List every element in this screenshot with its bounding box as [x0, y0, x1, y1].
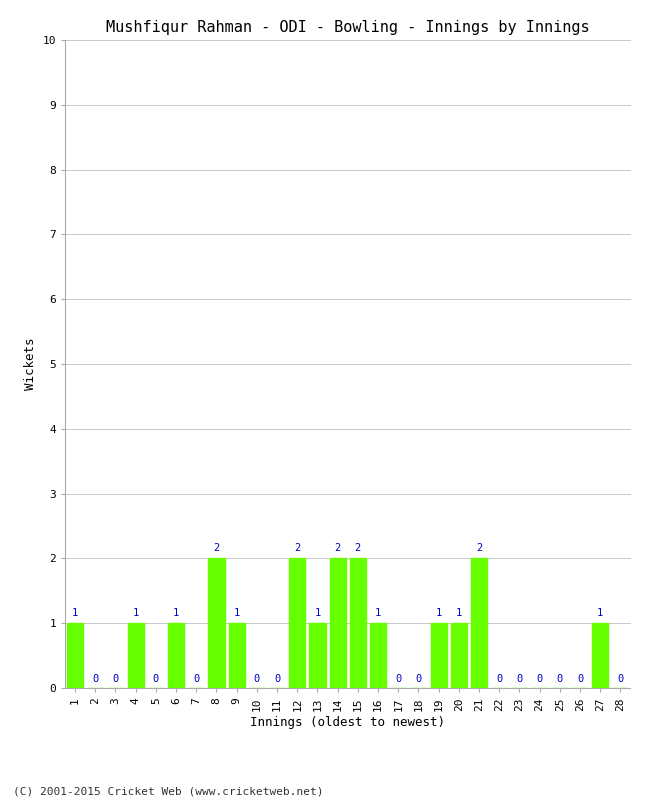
Bar: [229, 623, 245, 688]
Text: 1: 1: [173, 608, 179, 618]
Text: 0: 0: [92, 674, 98, 684]
Text: 1: 1: [133, 608, 139, 618]
Text: 0: 0: [496, 674, 502, 684]
Title: Mushfiqur Rahman - ODI - Bowling - Innings by Innings: Mushfiqur Rahman - ODI - Bowling - Innin…: [106, 20, 590, 34]
Text: 0: 0: [415, 674, 422, 684]
Text: 1: 1: [233, 608, 240, 618]
Bar: [209, 558, 224, 688]
Bar: [309, 623, 326, 688]
Text: 0: 0: [193, 674, 200, 684]
Text: 0: 0: [112, 674, 118, 684]
Text: 1: 1: [436, 608, 442, 618]
Bar: [67, 623, 83, 688]
Text: 0: 0: [618, 674, 623, 684]
Text: 0: 0: [254, 674, 260, 684]
Text: 0: 0: [536, 674, 543, 684]
Text: 1: 1: [375, 608, 381, 618]
Text: 0: 0: [153, 674, 159, 684]
Bar: [370, 623, 386, 688]
Text: 1: 1: [72, 608, 78, 618]
Y-axis label: Wickets: Wickets: [24, 338, 37, 390]
Text: 0: 0: [577, 674, 583, 684]
Bar: [127, 623, 144, 688]
Bar: [450, 623, 467, 688]
Text: 2: 2: [213, 543, 220, 554]
Bar: [289, 558, 306, 688]
Text: 0: 0: [556, 674, 563, 684]
Text: 2: 2: [355, 543, 361, 554]
Text: 2: 2: [476, 543, 482, 554]
Bar: [350, 558, 366, 688]
Text: 2: 2: [294, 543, 300, 554]
Text: 1: 1: [315, 608, 320, 618]
Text: 1: 1: [456, 608, 462, 618]
Bar: [330, 558, 346, 688]
Text: 0: 0: [395, 674, 401, 684]
Text: 0: 0: [516, 674, 523, 684]
Text: 2: 2: [335, 543, 341, 554]
Bar: [592, 623, 608, 688]
Text: 0: 0: [274, 674, 280, 684]
Bar: [168, 623, 184, 688]
Text: (C) 2001-2015 Cricket Web (www.cricketweb.net): (C) 2001-2015 Cricket Web (www.cricketwe…: [13, 786, 324, 796]
Bar: [471, 558, 487, 688]
X-axis label: Innings (oldest to newest): Innings (oldest to newest): [250, 716, 445, 729]
Bar: [430, 623, 447, 688]
Text: 1: 1: [597, 608, 603, 618]
